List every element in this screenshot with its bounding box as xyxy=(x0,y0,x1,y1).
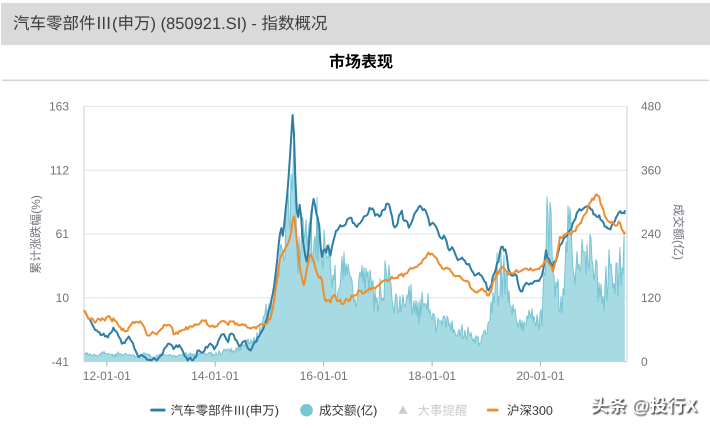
svg-text:14-01-01: 14-01-01 xyxy=(191,369,239,383)
svg-text:61: 61 xyxy=(56,227,70,241)
svg-text:18-01-01: 18-01-01 xyxy=(408,369,456,383)
svg-text:-41: -41 xyxy=(52,355,70,369)
svg-text:20-01-01: 20-01-01 xyxy=(516,369,564,383)
svg-text:480: 480 xyxy=(641,100,661,114)
svg-text:16-01-01: 16-01-01 xyxy=(300,369,348,383)
svg-text:120: 120 xyxy=(641,291,661,305)
svg-text:240: 240 xyxy=(641,227,661,241)
svg-text:12-01-01: 12-01-01 xyxy=(83,369,131,383)
svg-text:163: 163 xyxy=(49,100,69,114)
svg-text:0: 0 xyxy=(641,355,648,369)
svg-text:112: 112 xyxy=(50,163,69,177)
svg-text:10: 10 xyxy=(56,291,70,305)
svg-text:360: 360 xyxy=(641,163,661,177)
